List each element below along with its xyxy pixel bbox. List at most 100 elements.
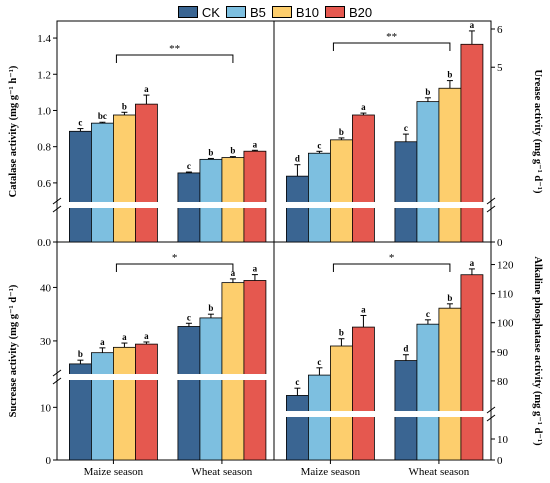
bar-b20-wheat bbox=[243, 150, 267, 243]
axis-break-band bbox=[275, 202, 490, 208]
significance-letter: c bbox=[78, 118, 82, 128]
y-tick-label: 90 bbox=[497, 347, 509, 359]
significance-letter: c bbox=[426, 309, 430, 319]
legend-item-b20: B20 bbox=[324, 4, 373, 20]
significance-letter: a bbox=[122, 332, 127, 342]
legend-swatch bbox=[225, 6, 246, 18]
significance-letter: c bbox=[295, 377, 299, 387]
bar-b20-maize bbox=[135, 103, 158, 243]
axis-break-mark bbox=[52, 369, 62, 377]
legend-label: B20 bbox=[348, 4, 373, 20]
significance-stars: ** bbox=[386, 31, 397, 43]
significance-letter: a bbox=[144, 84, 149, 94]
significance-letter: b bbox=[447, 293, 452, 303]
significance-bracket bbox=[115, 54, 234, 63]
legend-item-b10: B10 bbox=[271, 4, 319, 20]
bar-b5-wheat bbox=[416, 323, 440, 461]
axis-break-mark bbox=[486, 406, 496, 414]
y-tick-label: 30 bbox=[40, 336, 52, 348]
significance-letter: a bbox=[231, 268, 236, 278]
axis-break-mark bbox=[486, 197, 496, 205]
y-tick-label: 80 bbox=[497, 376, 509, 388]
significance-letter: a bbox=[100, 337, 105, 347]
significance-letter: a bbox=[470, 258, 475, 268]
bar-ck-wheat bbox=[177, 326, 201, 461]
significance-letter: b bbox=[208, 147, 213, 157]
bar-b5-maize bbox=[308, 374, 331, 461]
bar-b10-maize bbox=[113, 346, 136, 461]
y-tick-label: 0.6 bbox=[37, 178, 51, 190]
significance-bracket bbox=[332, 42, 451, 51]
bar-b20-wheat bbox=[460, 274, 484, 461]
significance-stars: * bbox=[389, 252, 395, 264]
y-tick-label: 1.0 bbox=[37, 105, 51, 117]
significance-letter: c bbox=[317, 357, 321, 367]
bar-b20-maize bbox=[352, 326, 375, 461]
y-tick-label: 5 bbox=[497, 62, 503, 74]
legend-label: CK bbox=[201, 4, 220, 20]
significance-letter: b bbox=[339, 328, 344, 338]
y-tick-label: 0.8 bbox=[37, 142, 51, 154]
y-axis-label: Urease activity (mg g⁻¹ d⁻¹) bbox=[532, 70, 543, 194]
bar-b5-maize bbox=[91, 122, 114, 243]
y-tick-label: 1.4 bbox=[37, 33, 51, 45]
axis-break-band bbox=[58, 202, 273, 208]
y-tick-label: 0 bbox=[497, 237, 503, 249]
bar-b10-maize bbox=[330, 345, 353, 461]
bar-ck-maize bbox=[69, 130, 92, 243]
x-tick-label: Maize season bbox=[84, 466, 144, 478]
bar-ck-maize bbox=[286, 395, 309, 461]
significance-letter: a bbox=[361, 304, 366, 314]
y-tick-label: 100 bbox=[497, 318, 514, 330]
legend-item-b5: B5 bbox=[225, 5, 266, 20]
bar-b10-wheat bbox=[438, 87, 462, 243]
bar-b10-wheat bbox=[221, 157, 245, 243]
legend-swatch bbox=[324, 6, 345, 18]
y-axis-label: Catalase activity (mg g⁻¹ h⁻¹) bbox=[8, 65, 19, 197]
bar-b10-wheat bbox=[438, 307, 462, 461]
significance-letter: a bbox=[253, 264, 258, 274]
y-axis-label: Sucrease activity (mg g⁻¹ d⁻¹) bbox=[8, 284, 19, 417]
legend-swatch bbox=[271, 6, 292, 18]
y-tick-label: 10 bbox=[497, 434, 509, 446]
axis-break-mark bbox=[486, 205, 496, 213]
bar-b20-wheat bbox=[243, 280, 267, 461]
y-tick-label: 0 bbox=[497, 455, 503, 467]
x-tick-label: Maize season bbox=[301, 466, 361, 478]
significance-letter: a bbox=[470, 20, 475, 30]
significance-letter: c bbox=[187, 312, 191, 322]
y-tick-label: 40 bbox=[40, 282, 52, 294]
significance-letter: d bbox=[295, 154, 300, 164]
bar-b20-wheat bbox=[460, 43, 484, 243]
bar-ck-wheat bbox=[394, 360, 418, 461]
x-tick-label: Wheat season bbox=[192, 466, 253, 478]
significance-letter: b bbox=[230, 146, 235, 156]
y-tick-label: 1.2 bbox=[37, 69, 51, 81]
significance-letter: a bbox=[144, 331, 149, 341]
significance-bracket bbox=[115, 263, 234, 272]
bar-b10-wheat bbox=[221, 282, 245, 461]
significance-letter: a bbox=[253, 139, 258, 149]
legend: CK B5 B10 B20 bbox=[0, 4, 550, 20]
y-tick-label: 0.0 bbox=[37, 237, 51, 249]
legend-swatch bbox=[177, 6, 198, 18]
significance-letter: b bbox=[78, 349, 83, 359]
y-axis-label: Alkaline phosphatase activity (mg g⁻¹ d⁻… bbox=[532, 256, 543, 446]
significance-letter: b bbox=[208, 303, 213, 313]
significance-letter: c bbox=[317, 140, 321, 150]
bar-b5-wheat bbox=[416, 101, 440, 243]
bar-b5-wheat bbox=[199, 317, 223, 461]
significance-letter: b bbox=[447, 70, 452, 80]
significance-letter: c bbox=[404, 123, 408, 133]
legend-item-ck: CK bbox=[177, 4, 220, 20]
legend-label: B10 bbox=[295, 4, 319, 20]
axis-break-mark bbox=[52, 205, 62, 213]
bar-ck-maize bbox=[286, 175, 309, 243]
y-tick-label: 6 bbox=[497, 24, 503, 36]
significance-bracket bbox=[332, 263, 451, 272]
axis-break-mark bbox=[52, 197, 62, 205]
x-tick-label: Wheat season bbox=[409, 466, 470, 478]
y-tick-label: 110 bbox=[497, 289, 514, 301]
bar-b20-maize bbox=[352, 114, 375, 243]
bar-b10-maize bbox=[330, 139, 353, 243]
